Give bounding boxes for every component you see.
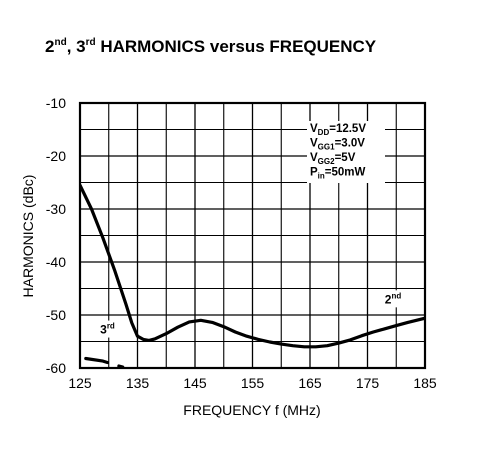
series-label-2nd: 2nd [385,291,402,306]
x-tick-label: 135 [126,375,150,391]
y-axis-label: HARMONICS (dBc) [20,175,36,298]
series-line-2nd [80,183,425,349]
chart-grid [80,103,425,368]
title-part: , 3 [67,37,86,56]
y-tick-label: -60 [46,360,66,376]
title-part: 2 [45,37,54,56]
plot-frame [78,101,427,370]
x-tick-label: 185 [413,375,437,391]
y-tick-label: -50 [46,307,66,323]
x-tick-label: 155 [241,375,265,391]
condition-line: VDD=12.5V [310,123,366,137]
y-tick-label: -20 [46,148,66,164]
series-label-bg [381,290,408,308]
condition-line: VGG1=3.0V [310,138,365,152]
series-line-3rd [84,356,131,368]
x-tick-label: 165 [298,375,322,391]
condition-line: VGG2=5V [310,152,356,166]
y-tick-label: -40 [46,254,66,270]
series-label-3rd: 3rd [100,322,115,337]
x-tick-label: 175 [356,375,380,391]
series-layer [80,183,425,368]
y-tick-label: -10 [46,95,66,111]
y-axis-ticks: -10 -20 -30 -40 -50 -60 [46,95,66,376]
x-tick-label: 145 [183,375,207,391]
title-part: nd [54,37,66,48]
series-label-bg [97,320,124,338]
title-part: rd [86,37,96,48]
x-axis-label: FREQUENCY f (MHz) [183,402,320,418]
condition-line: Pin=50mW [310,167,366,181]
title-part: HARMONICS versus FREQUENCY [96,37,377,56]
x-tick-label: 125 [68,375,92,391]
x-axis-ticks: 125 135 145 155 165 175 185 [68,375,437,391]
conditions-bg [307,121,385,183]
series-labels: 2nd 3rd [97,290,408,338]
chart-title: 2nd, 3rd HARMONICS versus FREQUENCY [45,37,377,56]
y-tick-label: -30 [46,201,66,217]
